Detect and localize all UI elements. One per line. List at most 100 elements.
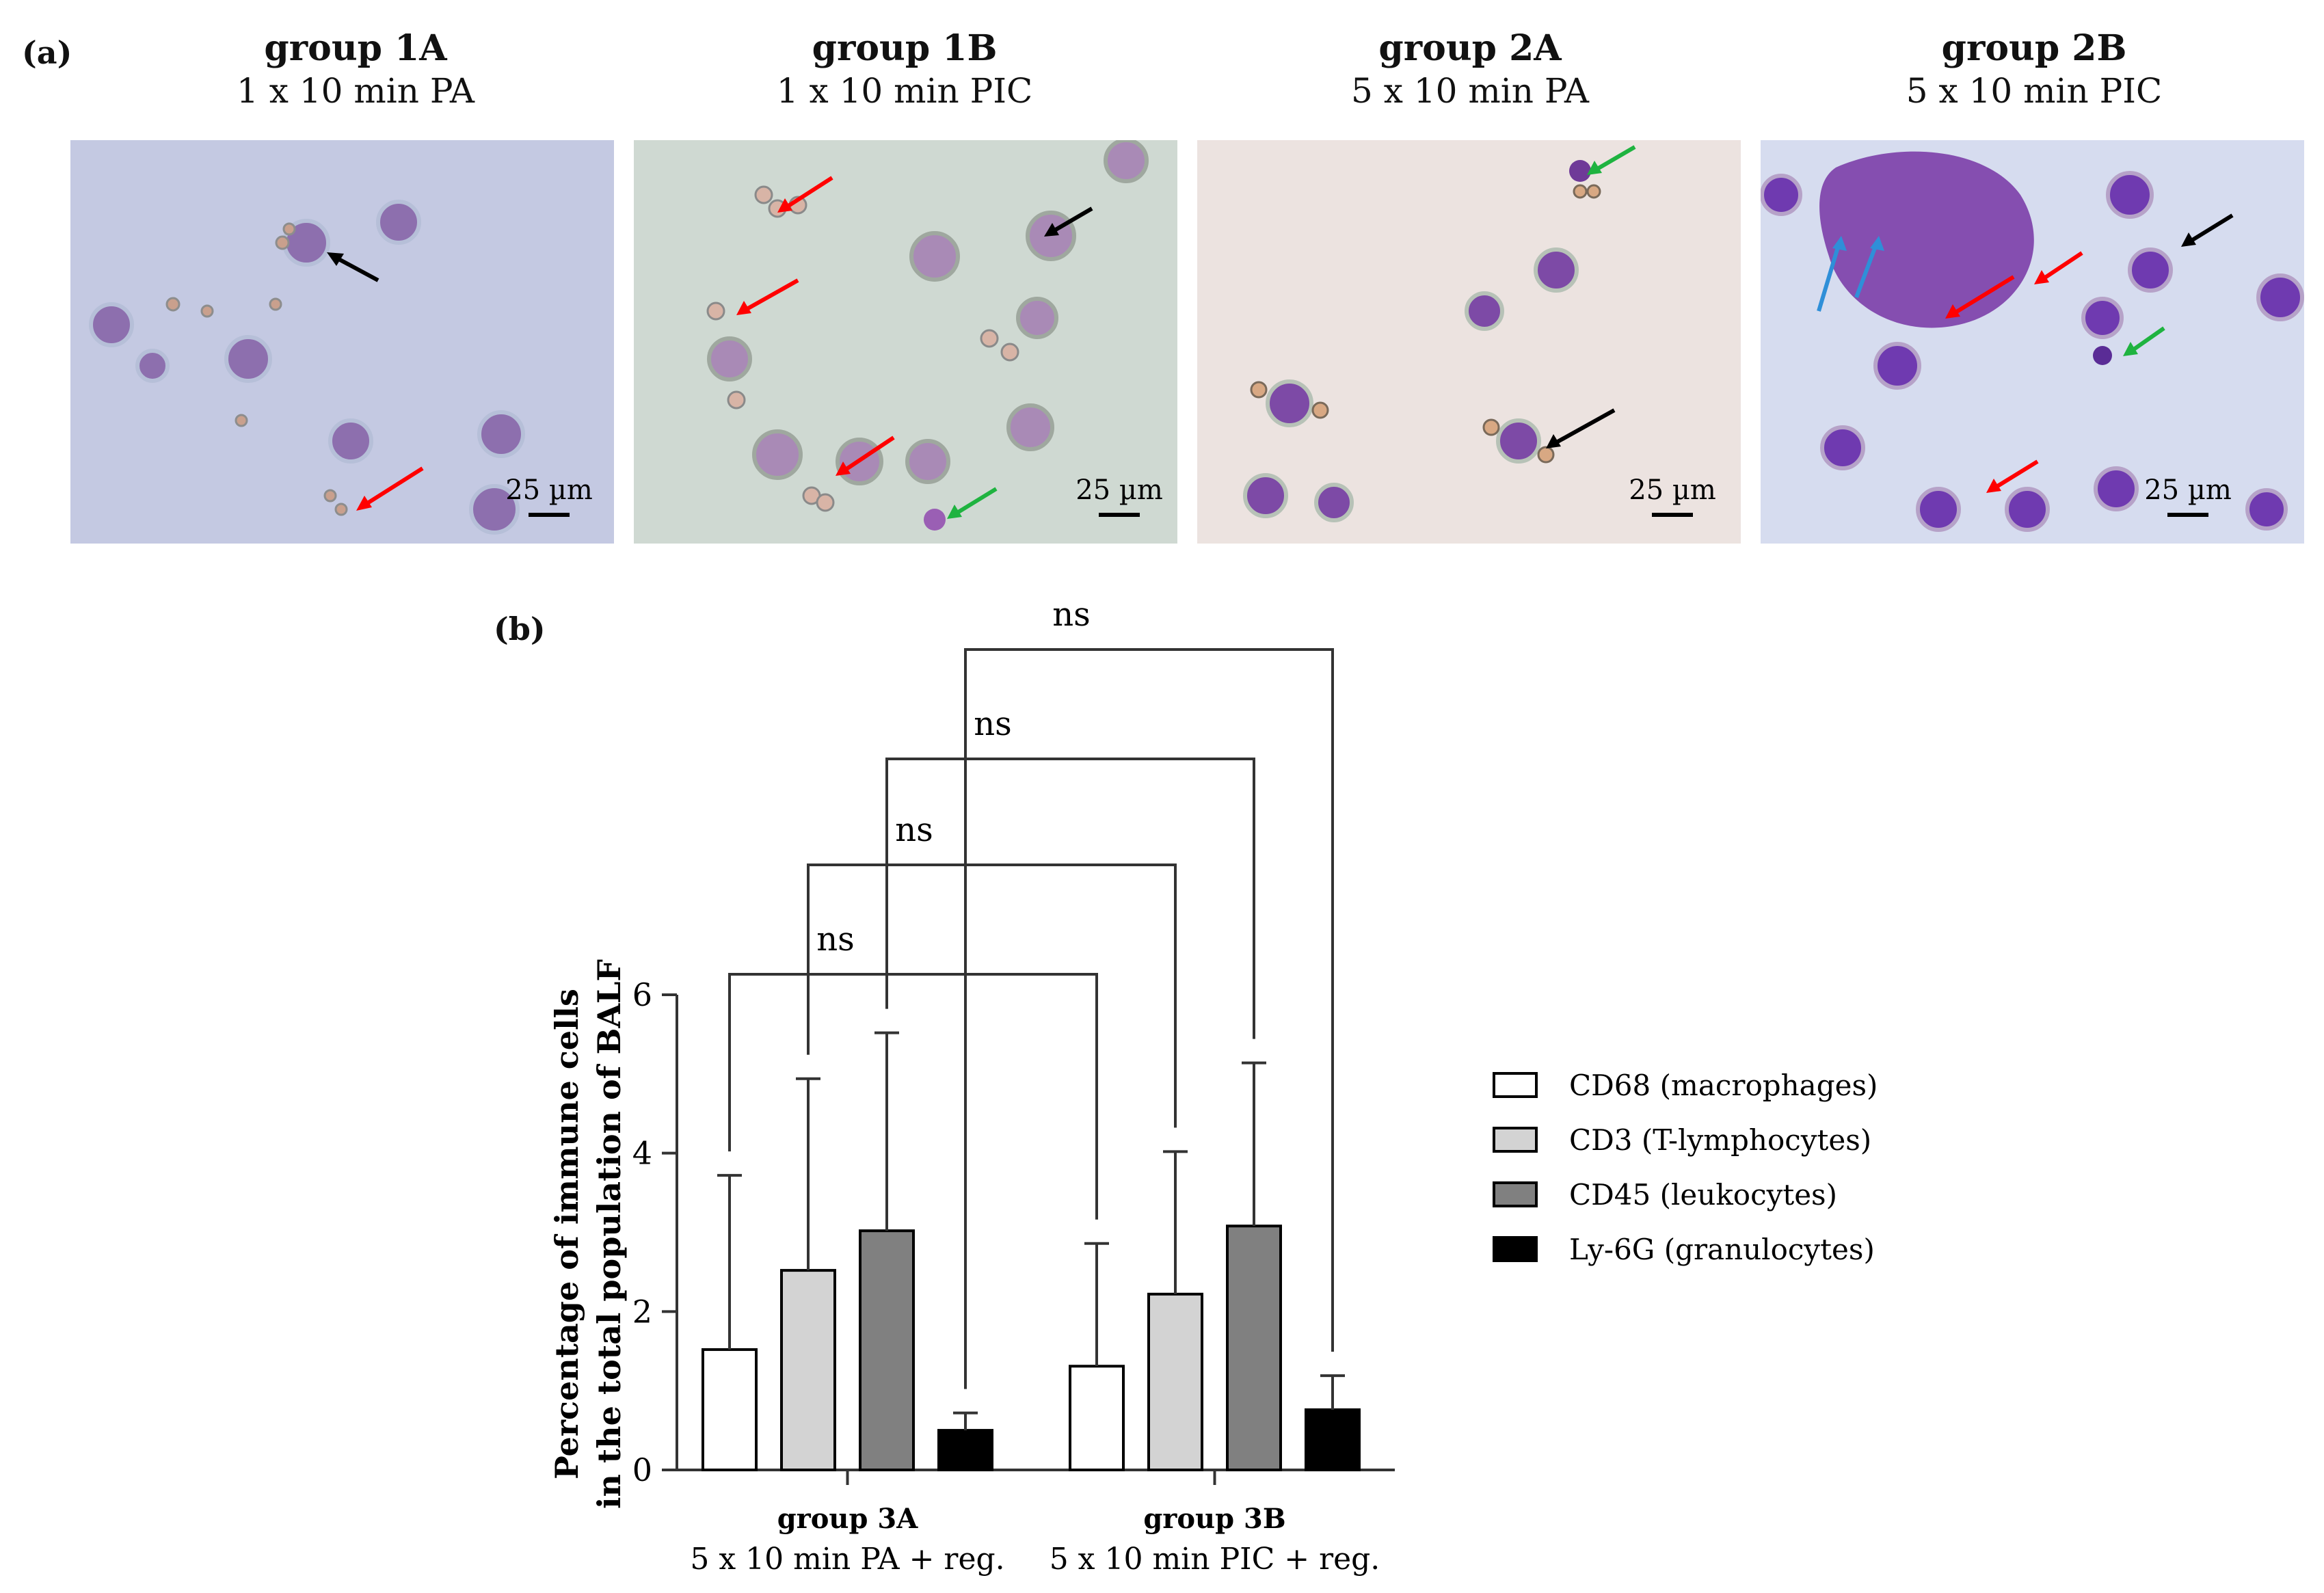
scale-bar-label: 25 µm [505, 474, 593, 506]
legend-label: Ly-6G (granulocytes) [1569, 1233, 1875, 1266]
blue-arrow [1817, 242, 1841, 312]
cells [89, 200, 525, 535]
green-arrow [2128, 326, 2165, 354]
y-tick-label: 0 [632, 1451, 652, 1488]
bar [1147, 1292, 1203, 1471]
micro-title-3: group 2A 5 x 10 min PA [1197, 27, 1744, 112]
black-arrow [1050, 206, 1093, 235]
category-sublabel: 5 x 10 min PA + reg. [690, 1542, 1004, 1577]
red-arrow [2040, 251, 2083, 282]
significance-label: ns [1052, 595, 1091, 634]
micrograph-2: 25 µm [634, 140, 1177, 544]
micro-condition-label: 5 x 10 min PA [1351, 71, 1589, 111]
micro-group-label: group 2A [1378, 27, 1562, 69]
cells [1761, 171, 2304, 532]
green-arrow-head [2123, 342, 2138, 356]
significance-label: ns [974, 705, 1012, 743]
legend-label: CD45 (leukocytes) [1569, 1178, 1837, 1212]
micrograph-background [70, 140, 614, 544]
scale-bar-label: 25 µm [2144, 474, 2232, 506]
green-arrow [1592, 145, 1636, 173]
micro-group-label: group 1A [264, 27, 447, 69]
panel-a-label: (a) [22, 34, 72, 71]
black-arrow-head [1546, 434, 1561, 449]
bar [937, 1429, 993, 1471]
bar [859, 1229, 915, 1472]
micro-condition-label: 1 x 10 min PIC [776, 71, 1033, 111]
micrograph-1-svg: 25 µm [70, 140, 614, 544]
legend-label: CD68 (macrophages) [1569, 1069, 1878, 1102]
green-arrow-head [947, 505, 962, 519]
micro-condition-label: 5 x 10 min PIC [1906, 71, 2163, 111]
legend-swatch [1493, 1127, 1538, 1153]
red-arrow-head [1945, 304, 1960, 319]
y-axis-label: Percentage of immune cells in the total p… [548, 959, 628, 1509]
micro-group-label: group 1B [812, 27, 998, 69]
legend-swatch [1493, 1072, 1538, 1098]
y-tick-label: 6 [632, 976, 652, 1013]
y-axis-label-line1: Percentage of immune cells [548, 989, 585, 1480]
red-arrow-head [777, 198, 792, 213]
purple-cell [2093, 346, 2112, 365]
red-arrow [783, 176, 833, 211]
category-label: group 3A [777, 1503, 919, 1535]
legend-swatch [1493, 1181, 1538, 1207]
red-arrow-head [836, 461, 851, 476]
purple-cell [1569, 160, 1591, 182]
micro-title-4: group 2B 5 x 10 min PIC [1761, 27, 2308, 112]
bar [780, 1269, 836, 1471]
significance-label: ns [816, 920, 855, 959]
black-arrow [1551, 408, 1616, 446]
cell-cluster [1819, 151, 2034, 328]
scale-bar-label: 25 µm [1629, 474, 1716, 506]
bar [1226, 1224, 1282, 1471]
blue-arrow [1854, 241, 1879, 299]
micrograph-haze [70, 140, 614, 544]
scale-bar-label: 25 µm [1076, 474, 1163, 506]
micro-group-label: group 2B [1941, 27, 2127, 69]
red-arrow [1951, 275, 2015, 317]
panel-b-label: (b) [494, 611, 546, 647]
bar [1069, 1365, 1125, 1471]
green-arrow-head [1587, 161, 1602, 175]
micrograph-2-svg: 25 µm [634, 140, 1177, 544]
micrograph-4-svg: 25 µm [1761, 140, 2304, 544]
black-arrow [2187, 213, 2234, 245]
micrograph-4: 25 µm [1761, 140, 2304, 544]
significance-bracket [807, 864, 1177, 1128]
green-arrow [952, 487, 998, 517]
significance-bracket [728, 973, 1098, 1220]
micrograph-3-svg: 25 µm [1197, 140, 1741, 544]
blue-arrow-head [1832, 236, 1847, 251]
significance-bracket [885, 758, 1255, 1039]
red-cells [165, 222, 348, 516]
micrograph-background [1197, 140, 1741, 544]
significance-label: ns [895, 811, 933, 849]
micro-title-1: group 1A 1 x 10 min PA [82, 27, 629, 112]
red-arrow [742, 278, 799, 313]
black-arrow-head [1044, 223, 1059, 237]
bar [702, 1348, 758, 1472]
category-label: group 3B [1143, 1503, 1285, 1535]
bar [1305, 1408, 1361, 1471]
red-arrow [1992, 459, 2039, 491]
red-cells [1250, 184, 1601, 464]
red-arrow [841, 436, 895, 474]
black-arrow [332, 254, 379, 282]
scale-bar [2167, 513, 2208, 517]
scale-bar [1099, 513, 1140, 517]
y-axis-label-line2: in the total population of BALF [591, 959, 628, 1509]
black-arrow-head [2181, 232, 2196, 247]
red-arrow-head [2034, 270, 2049, 284]
category-sublabel: 5 x 10 min PIC + reg. [1050, 1542, 1380, 1577]
black-arrow-head [327, 252, 344, 266]
legend-swatch [1493, 1236, 1538, 1262]
y-tick-label: 2 [632, 1293, 652, 1330]
legend-label: CD3 (T-lymphocytes) [1569, 1123, 1871, 1157]
blue-arrow-head [1870, 236, 1884, 251]
cells [1243, 247, 1579, 522]
purple-cell [924, 509, 946, 531]
y-tick-label: 4 [632, 1135, 652, 1172]
micro-condition-label: 1 x 10 min PA [237, 71, 475, 111]
